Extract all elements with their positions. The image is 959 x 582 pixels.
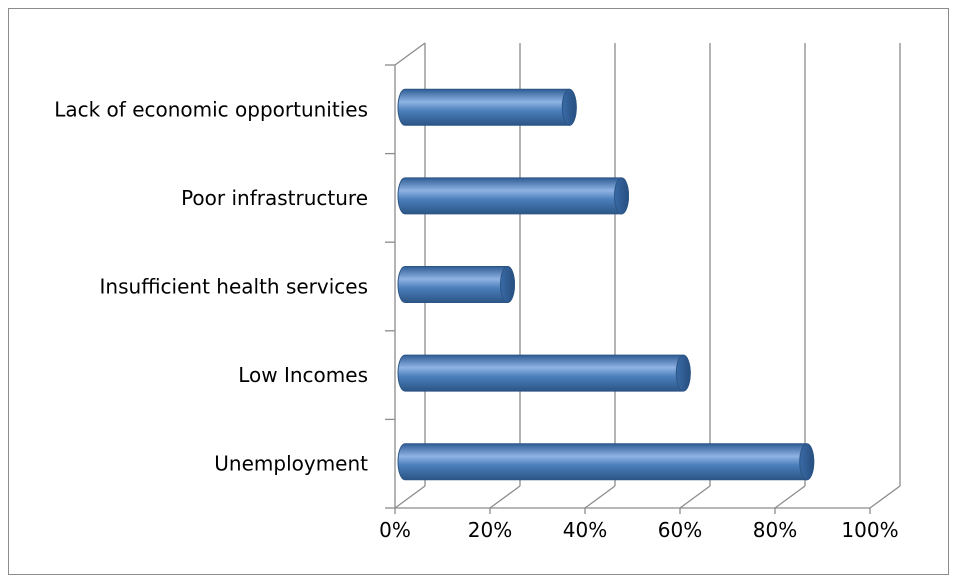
- floor-gridline: [679, 485, 711, 509]
- bar-end-cap: [799, 443, 815, 481]
- floor-gridline: [394, 485, 426, 509]
- x-tick-label: 80%: [753, 518, 797, 542]
- wall-top-edge: [394, 42, 426, 66]
- bar-body: [397, 177, 629, 215]
- bar-end-cap: [500, 266, 515, 303]
- bar[interactable]: [397, 266, 515, 303]
- bar[interactable]: [397, 443, 815, 481]
- x-tick-label: 60%: [658, 518, 702, 542]
- x-tick-label: 20%: [468, 518, 512, 542]
- floor-gridline: [869, 485, 901, 509]
- bar-body: [397, 88, 577, 126]
- x-tick-label: 0%: [379, 518, 411, 542]
- x-tick-label: 100%: [841, 518, 898, 542]
- category-label: Poor infrastructure: [181, 186, 368, 210]
- floor-gridline: [489, 485, 521, 509]
- bar-end-cap: [561, 88, 577, 126]
- category-label: Insufficient health services: [100, 275, 368, 299]
- bar[interactable]: [397, 177, 629, 215]
- bar-end-cap: [614, 177, 629, 215]
- category-label: Low Incomes: [238, 363, 368, 387]
- bar-body: [397, 266, 515, 303]
- category-label: Unemployment: [214, 452, 368, 476]
- bar-end-cap: [675, 354, 691, 392]
- x-tick-label: 40%: [563, 518, 607, 542]
- bar[interactable]: [397, 354, 691, 392]
- category-label: Lack of economic opportunities: [54, 97, 368, 121]
- bar-body: [397, 354, 691, 392]
- floor-gridline: [774, 485, 806, 509]
- floor-gridline: [584, 485, 616, 509]
- bar[interactable]: [397, 88, 577, 126]
- bar-body: [397, 443, 815, 481]
